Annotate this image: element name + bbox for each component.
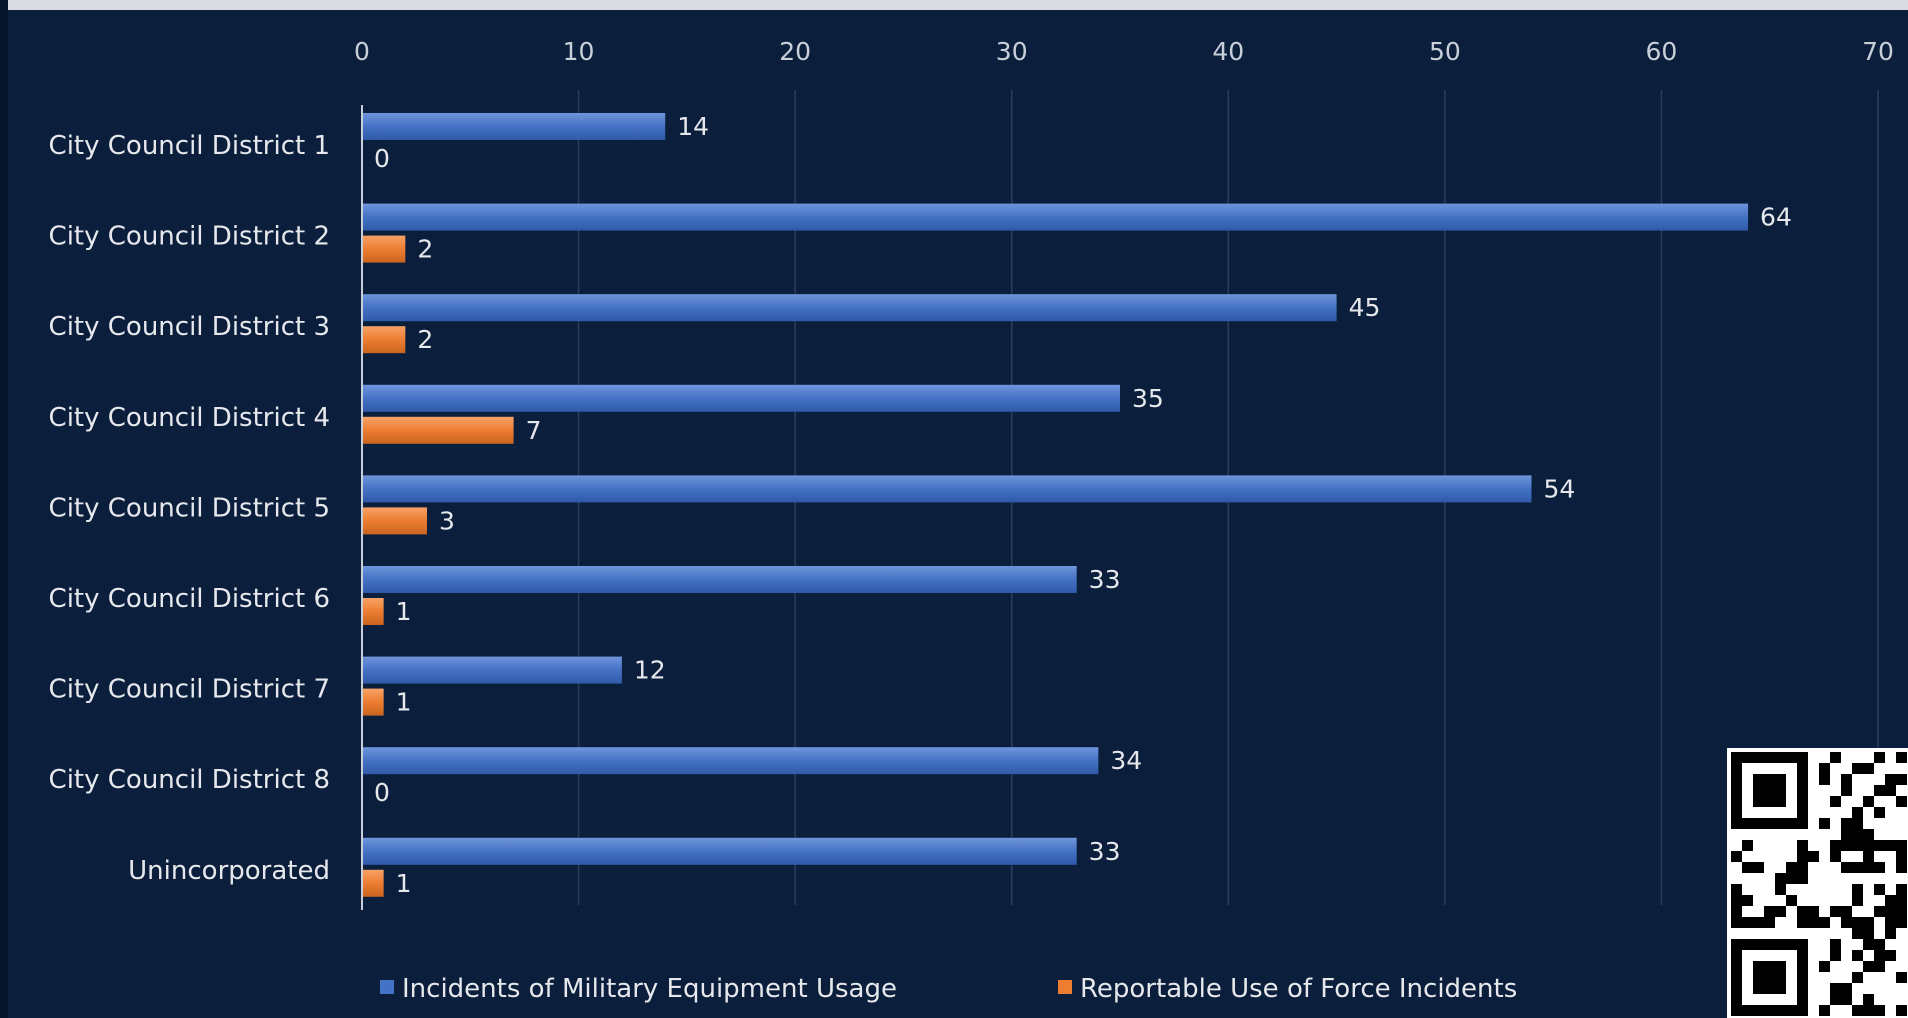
legend-item-use-of-force: Reportable Use of Force Incidents bbox=[1058, 974, 1517, 1004]
bar-military-equipment bbox=[362, 566, 1077, 593]
legend-item-military-equipment: Incidents of Military Equipment Usage bbox=[380, 974, 897, 1004]
x-tick-label: 30 bbox=[996, 37, 1028, 66]
bar-use-of-force bbox=[362, 598, 384, 625]
legend-label: Reportable Use of Force Incidents bbox=[1080, 974, 1517, 1004]
window-left-edge bbox=[0, 0, 8, 1018]
bar-military-equipment bbox=[362, 384, 1120, 412]
window-top-edge bbox=[0, 0, 1908, 10]
bar-use-of-force bbox=[362, 416, 514, 444]
bar-military-equipment bbox=[362, 203, 1749, 231]
data-label: 1 bbox=[396, 597, 412, 626]
bar-use-of-force bbox=[362, 235, 406, 263]
data-label: 0 bbox=[374, 778, 390, 807]
bar-military-equipment bbox=[362, 475, 1532, 503]
bar-military-equipment bbox=[362, 113, 666, 140]
data-label: 0 bbox=[374, 144, 390, 173]
data-label: 14 bbox=[677, 112, 709, 141]
x-tick-label: 20 bbox=[779, 37, 811, 66]
data-label: 2 bbox=[417, 325, 433, 354]
category-label: City Council District 6 bbox=[49, 584, 330, 614]
bar-military-equipment bbox=[362, 656, 622, 684]
category-label: City Council District 4 bbox=[49, 403, 330, 433]
data-label: 2 bbox=[417, 235, 433, 264]
category-label: City Council District 2 bbox=[49, 222, 330, 252]
qr-code bbox=[1727, 748, 1908, 1018]
bar-military-equipment bbox=[362, 837, 1077, 865]
category-label: Unincorporated bbox=[128, 856, 330, 886]
data-label: 35 bbox=[1132, 384, 1164, 413]
category-label: City Council District 3 bbox=[49, 312, 330, 342]
category-label: City Council District 5 bbox=[49, 493, 330, 523]
data-label: 1 bbox=[396, 688, 412, 717]
category-label: City Council District 7 bbox=[49, 675, 330, 705]
bars bbox=[362, 113, 1749, 897]
bar-use-of-force bbox=[362, 688, 384, 716]
data-label: 64 bbox=[1760, 203, 1792, 232]
legend-swatch bbox=[1058, 980, 1072, 994]
data-label: 3 bbox=[439, 506, 455, 535]
bar-use-of-force bbox=[362, 326, 406, 354]
data-label: 45 bbox=[1349, 293, 1381, 322]
bar-military-equipment bbox=[362, 294, 1337, 322]
legend-swatch bbox=[380, 980, 394, 994]
data-label: 12 bbox=[634, 656, 666, 685]
legend: Incidents of Military Equipment Usage Rep… bbox=[380, 974, 1517, 1004]
data-label: 1 bbox=[396, 869, 412, 898]
x-tick-label: 70 bbox=[1862, 37, 1894, 66]
category-label: City Council District 1 bbox=[49, 131, 330, 161]
legend-label: Incidents of Military Equipment Usage bbox=[402, 974, 897, 1004]
category-labels: City Council District 1 City Council Dist… bbox=[49, 131, 330, 886]
category-label: City Council District 8 bbox=[49, 765, 330, 795]
data-label: 54 bbox=[1543, 474, 1575, 503]
x-axis-ticks: 0 10 20 30 40 50 60 70 bbox=[354, 37, 1894, 66]
data-label: 33 bbox=[1089, 837, 1121, 866]
data-label: 33 bbox=[1089, 565, 1121, 594]
bar-use-of-force bbox=[362, 507, 427, 535]
x-tick-label: 60 bbox=[1646, 37, 1678, 66]
bar-military-equipment bbox=[362, 747, 1099, 775]
bar-use-of-force bbox=[362, 869, 384, 897]
data-label: 7 bbox=[526, 416, 542, 445]
x-tick-label: 0 bbox=[354, 37, 370, 66]
x-tick-label: 40 bbox=[1212, 37, 1244, 66]
x-tick-label: 50 bbox=[1429, 37, 1461, 66]
data-label: 34 bbox=[1110, 746, 1142, 775]
x-tick-label: 10 bbox=[563, 37, 595, 66]
